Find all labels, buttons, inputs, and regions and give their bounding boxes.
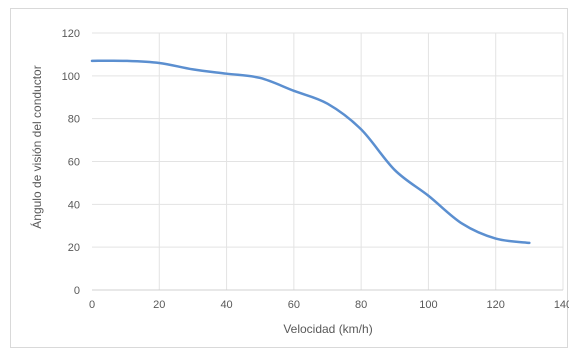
x-tick-label: 0	[89, 299, 95, 311]
grid	[92, 32, 564, 290]
series-line	[90, 59, 531, 245]
y-tick-label: 60	[68, 157, 80, 169]
y-tick-label: 40	[68, 199, 80, 211]
y-axis-title: Ángulo de visión del conductor	[29, 65, 44, 228]
chart-frame: 0 20 40 60 80 100 120 0 20 40 60 80 100 120 140 Veloci…	[10, 8, 573, 348]
y-tick-label: 20	[68, 242, 80, 254]
y-tick-label: 100	[62, 71, 80, 83]
x-tick-label: 140	[554, 299, 569, 311]
x-axis-title: Velocidad (km/h)	[283, 322, 372, 336]
y-tick-label: 0	[74, 285, 80, 297]
x-tick-label: 20	[153, 299, 165, 311]
x-tick-label: 100	[419, 299, 437, 311]
x-tick-label: 60	[288, 299, 300, 311]
x-tick-label: 40	[220, 299, 232, 311]
tick-labels: 0 20 40 60 80 100 120 0 20 40 60 80 100 120 140	[62, 28, 573, 311]
y-tick-label: 120	[62, 28, 80, 40]
x-tick-label: 80	[355, 299, 367, 311]
line-chart: 0 20 40 60 80 100 120 0 20 40 60 80 100 120 140 Veloci…	[29, 28, 573, 336]
series	[90, 59, 531, 245]
y-tick-label: 80	[68, 114, 80, 126]
x-tick-label: 120	[487, 299, 505, 311]
